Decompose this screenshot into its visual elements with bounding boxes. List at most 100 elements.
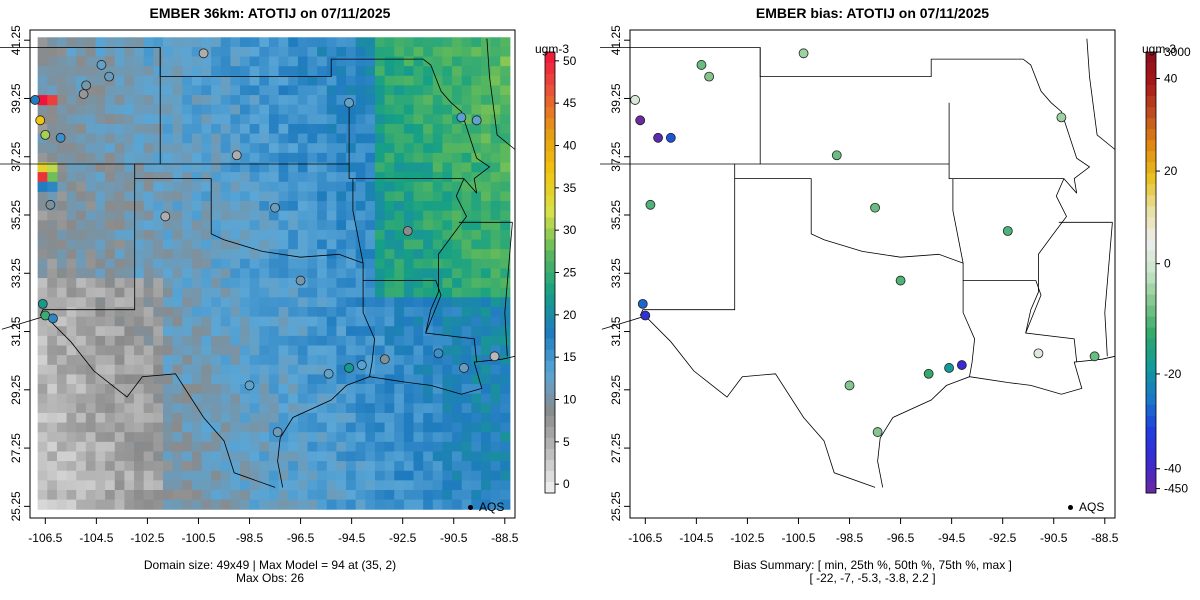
station-marker [48, 313, 58, 324]
grid-cell [259, 384, 270, 395]
grid-cell [85, 210, 96, 221]
grid-cell [143, 220, 154, 231]
grid-cell [432, 66, 443, 77]
grid-cell [105, 470, 116, 481]
grid-cell [278, 306, 289, 318]
grid-cell [480, 326, 492, 337]
grid-cell [211, 258, 222, 269]
grid-cell [95, 191, 106, 202]
colorbar-swatch [545, 371, 555, 384]
grid-cell [307, 422, 318, 433]
grid-cell [240, 123, 251, 135]
grid-cell [249, 37, 260, 48]
grid-cell [134, 56, 145, 67]
station-marker [696, 60, 707, 70]
grid-cell [326, 143, 337, 154]
grid-cell [355, 412, 366, 424]
grid-cell [374, 104, 386, 115]
grid-cell [326, 432, 337, 443]
grid-cell [423, 46, 434, 58]
grid-cell-hot [47, 162, 58, 173]
station-marker [78, 89, 89, 99]
grid-cell [423, 287, 434, 298]
grid-cell [432, 499, 443, 510]
x-tick-label: -106.5 [628, 531, 662, 545]
grid-cell [162, 287, 174, 298]
grid-cell [317, 461, 328, 472]
state-border-line [1, 315, 276, 488]
grid-cell [413, 258, 424, 269]
grid-cell [268, 191, 280, 202]
colorbar-swatch [1146, 96, 1156, 108]
grid-cell [403, 326, 415, 337]
grid-cell [249, 278, 260, 289]
grid-cell [355, 220, 366, 231]
grid-cell [326, 46, 337, 58]
grid-cell [211, 37, 222, 48]
grid-cell [182, 470, 193, 481]
grid-cell [105, 422, 116, 433]
grid-cell [452, 470, 463, 481]
grid-cell [326, 249, 337, 260]
grid-cell [220, 66, 231, 77]
grid-cell [114, 326, 125, 337]
grid-cell [66, 412, 77, 424]
grid-cell [95, 133, 106, 144]
station-marker [1002, 226, 1013, 236]
grid-cell [403, 239, 415, 250]
grid-cell [95, 480, 106, 491]
grid-cell [413, 326, 424, 337]
grid-cell [162, 316, 174, 327]
grid-cell [124, 181, 135, 192]
grid-cell [114, 201, 125, 212]
grid-cell [47, 210, 58, 221]
colorbar-tick-label: 20 [1164, 164, 1178, 178]
grid-cell [365, 422, 376, 433]
grid-cell [37, 258, 48, 269]
grid-cell [153, 123, 164, 135]
grid-cell [134, 104, 145, 115]
grid-cell [37, 210, 48, 221]
grid-cell [490, 278, 501, 289]
grid-cell [442, 432, 453, 443]
grid-cell [374, 306, 386, 318]
grid-cell [471, 133, 482, 144]
grid-cell [143, 66, 154, 77]
grid-cell [249, 355, 260, 366]
grid-cell [172, 306, 183, 318]
colorbar-swatch [545, 162, 555, 174]
grid-cell [201, 210, 212, 221]
grid-cell [230, 278, 241, 289]
grid-cell [307, 201, 318, 212]
grid-cell [288, 384, 299, 395]
grid-cell [162, 95, 174, 106]
grid-cell [162, 172, 174, 183]
grid-cell [413, 181, 424, 192]
grid-cell [442, 133, 453, 144]
grid-cell [211, 133, 222, 144]
grid-cell [153, 258, 164, 269]
grid-cell [317, 229, 328, 241]
grid-cell [191, 210, 202, 221]
grid-cell [326, 403, 337, 414]
grid-cell [268, 249, 280, 260]
grid-cell [355, 66, 366, 77]
grid-cell [85, 85, 96, 96]
grid-cell [182, 249, 193, 260]
grid-cell-hot [37, 162, 48, 173]
grid-cell [182, 229, 193, 241]
grid-cell [317, 258, 328, 269]
grid-cell [490, 123, 501, 135]
colorbar-swatch [545, 459, 555, 472]
grid-cell [85, 451, 96, 462]
grid-cell [365, 297, 376, 308]
grid-cell [297, 461, 309, 472]
grid-cell [317, 422, 328, 433]
grid-cell [346, 210, 357, 221]
grid-cell [326, 335, 337, 347]
y-tick-label: 25.25 [9, 491, 23, 521]
grid-cell [56, 123, 68, 135]
grid-cell [500, 152, 511, 164]
grid-cell [124, 220, 135, 231]
grid-cell [326, 37, 337, 48]
